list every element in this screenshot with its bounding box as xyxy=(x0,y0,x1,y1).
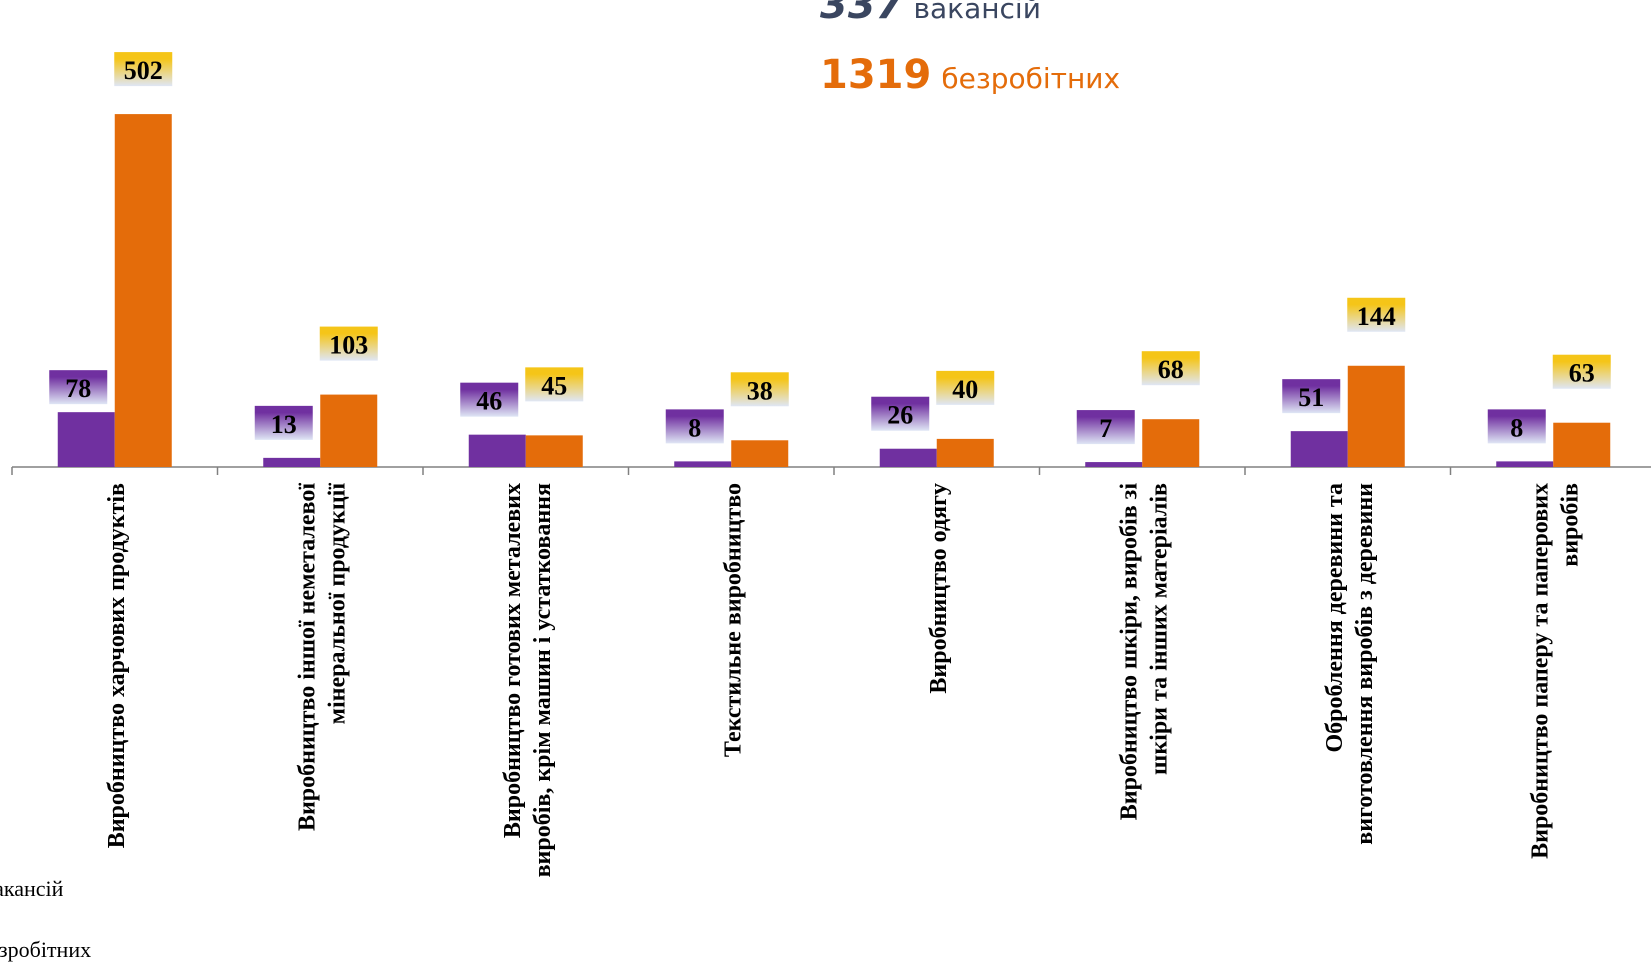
category-label: виробів, крім машин і устатковання xyxy=(530,483,556,877)
category-label: Виробництво харчових продуктів xyxy=(104,483,130,848)
bar-vacancies xyxy=(263,457,321,467)
vacancies-summary-label: вакансій xyxy=(913,0,1041,25)
data-label-vacancies: 26 xyxy=(887,401,913,430)
category-label: виробів xyxy=(1557,483,1583,567)
label-box-unemployed xyxy=(936,370,995,405)
bar-unemployed xyxy=(1553,422,1611,467)
label-box-vacancies xyxy=(665,409,724,444)
label-box-vacancies xyxy=(1076,410,1135,445)
label-box-unemployed xyxy=(730,372,789,407)
data-label-vacancies: 8 xyxy=(1510,413,1523,442)
unemployed-summary: 1319 безробітних xyxy=(820,52,1120,98)
data-label-unemployed: 45 xyxy=(541,371,567,400)
bar-unemployed xyxy=(731,440,789,467)
bar-unemployed xyxy=(1142,419,1200,467)
bar-unemployed xyxy=(114,114,172,468)
bar-vacancies xyxy=(1085,462,1143,467)
bar-vacancies xyxy=(1496,461,1554,467)
category-label: Виробництво іншої неметалевої xyxy=(294,483,320,831)
label-box-unemployed xyxy=(1552,354,1611,389)
bar-vacancies xyxy=(1290,431,1348,467)
bar-unemployed xyxy=(936,438,994,467)
bar-unemployed xyxy=(1347,365,1405,467)
label-box-unemployed xyxy=(1141,351,1200,386)
data-label-vacancies: 13 xyxy=(271,410,297,439)
bar-vacancies xyxy=(674,461,732,467)
label-box-vacancies xyxy=(1282,379,1341,414)
data-label-unemployed: 40 xyxy=(952,375,978,404)
bar-vacancies xyxy=(57,412,115,467)
data-label-unemployed: 38 xyxy=(747,376,773,405)
label-box-vacancies xyxy=(871,396,930,431)
data-label-vacancies: 46 xyxy=(476,387,502,416)
data-label-unemployed: 63 xyxy=(1569,359,1595,388)
data-label-vacancies: 78 xyxy=(65,374,91,403)
vacancies-total: 337 xyxy=(820,0,904,28)
data-label-unemployed: 103 xyxy=(329,331,368,360)
category-label: виготовлення виробів з деревини xyxy=(1352,483,1378,845)
label-box-vacancies xyxy=(460,382,519,417)
label-box-unemployed xyxy=(114,52,173,87)
unemployed-total: 1319 xyxy=(820,52,932,98)
category-label: Виробництво паперу та паперових xyxy=(1527,483,1553,859)
data-label-vacancies: 8 xyxy=(688,413,701,442)
category-label: Виробництво одягу xyxy=(926,483,952,694)
label-box-vacancies xyxy=(49,370,108,405)
unemployed-summary-label: безробітних xyxy=(941,62,1121,95)
bar-vacancies xyxy=(468,434,526,467)
data-label-unemployed: 502 xyxy=(124,56,163,85)
category-label: мінеральної продукції xyxy=(324,483,350,725)
legend-unemployed: безробітних xyxy=(0,937,92,962)
label-box-vacancies xyxy=(1487,409,1546,444)
label-box-unemployed xyxy=(1347,297,1406,332)
category-label: Виробництво шкіри, виробів зі xyxy=(1116,483,1142,821)
data-label-unemployed: 144 xyxy=(1357,302,1396,331)
category-label: Текстильне виробництво xyxy=(720,483,746,757)
category-label: Виробництво готових металевих xyxy=(500,483,526,838)
legend-vacancies: вакансій xyxy=(0,876,64,901)
category-label: Оброблення деревини та xyxy=(1322,483,1348,753)
data-label-vacancies: 51 xyxy=(1298,383,1324,412)
label-box-vacancies xyxy=(254,405,313,440)
category-label: шкіри та інших матеріалів xyxy=(1146,483,1172,775)
data-label-unemployed: 68 xyxy=(1158,355,1184,384)
label-box-unemployed xyxy=(319,326,378,361)
bar-unemployed xyxy=(320,394,378,467)
data-label-vacancies: 7 xyxy=(1099,414,1112,443)
bar-unemployed xyxy=(525,435,583,467)
vacancies-summary: 337 вакансій xyxy=(820,0,1041,28)
bar-vacancies xyxy=(879,448,937,467)
label-box-unemployed xyxy=(525,367,584,402)
